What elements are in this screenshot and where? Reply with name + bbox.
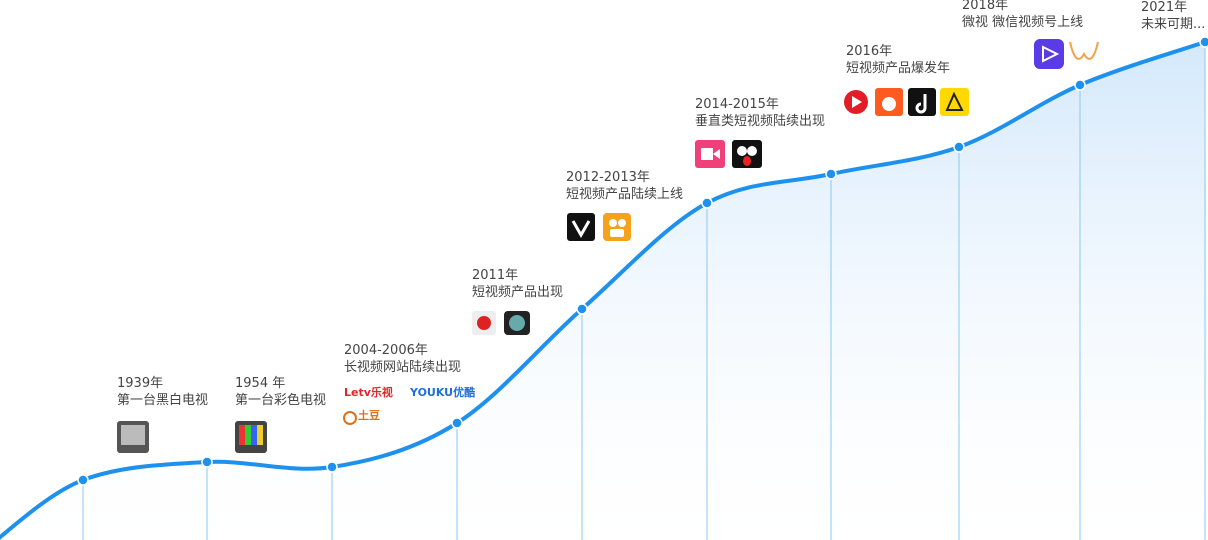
logo-text: 土豆 (358, 408, 380, 422)
milestone-text: 第一台黑白电视 (117, 392, 208, 408)
milestone-date: 1954 年 (235, 376, 285, 391)
node (201, 456, 213, 468)
channels-icon (1069, 41, 1099, 60)
tudou-icon (343, 411, 357, 425)
milestone-text: 短视频产品爆发年 (846, 60, 950, 76)
logo-text: Letv乐视 (344, 385, 393, 399)
node (576, 303, 588, 315)
milestone-date: 2011年 (472, 268, 518, 283)
weishi-icon (1034, 39, 1064, 69)
milestone-date: 1939年 (117, 376, 163, 391)
icons (117, 39, 1099, 453)
node (77, 474, 89, 486)
milestone-date: 2014-2015年 (695, 97, 779, 112)
node (701, 197, 713, 209)
milestone-date: 2018年 (962, 0, 1008, 13)
node (451, 417, 463, 429)
milestone-date: 2016年 (846, 44, 892, 59)
app-icon (940, 88, 969, 116)
node (326, 461, 338, 473)
milestone-date: 2012-2013年 (566, 170, 650, 185)
logo-text: YOUKU优酷 (409, 385, 475, 399)
node (1199, 36, 1208, 48)
milestone-text: 未来可期... (1141, 17, 1205, 32)
milestone-text: 第一台彩色电视 (235, 392, 326, 408)
node (953, 141, 965, 153)
milestone-date: 2004-2006年 (344, 343, 428, 358)
vine-icon (567, 213, 595, 241)
node (825, 168, 837, 180)
milestone-text: 微视 微信视频号上线 (962, 15, 1083, 30)
milestone-date: 2021年 (1141, 0, 1187, 15)
milestone-text: 短视频产品出现 (472, 285, 563, 300)
douyin-icon (908, 88, 936, 116)
milestone-text: 长视频网站陆续出现 (344, 359, 461, 375)
node (1074, 79, 1086, 91)
milestone-text: 短视频产品陆续上线 (566, 186, 683, 202)
milestone-text: 垂直类短视频陆续出现 (695, 113, 825, 129)
